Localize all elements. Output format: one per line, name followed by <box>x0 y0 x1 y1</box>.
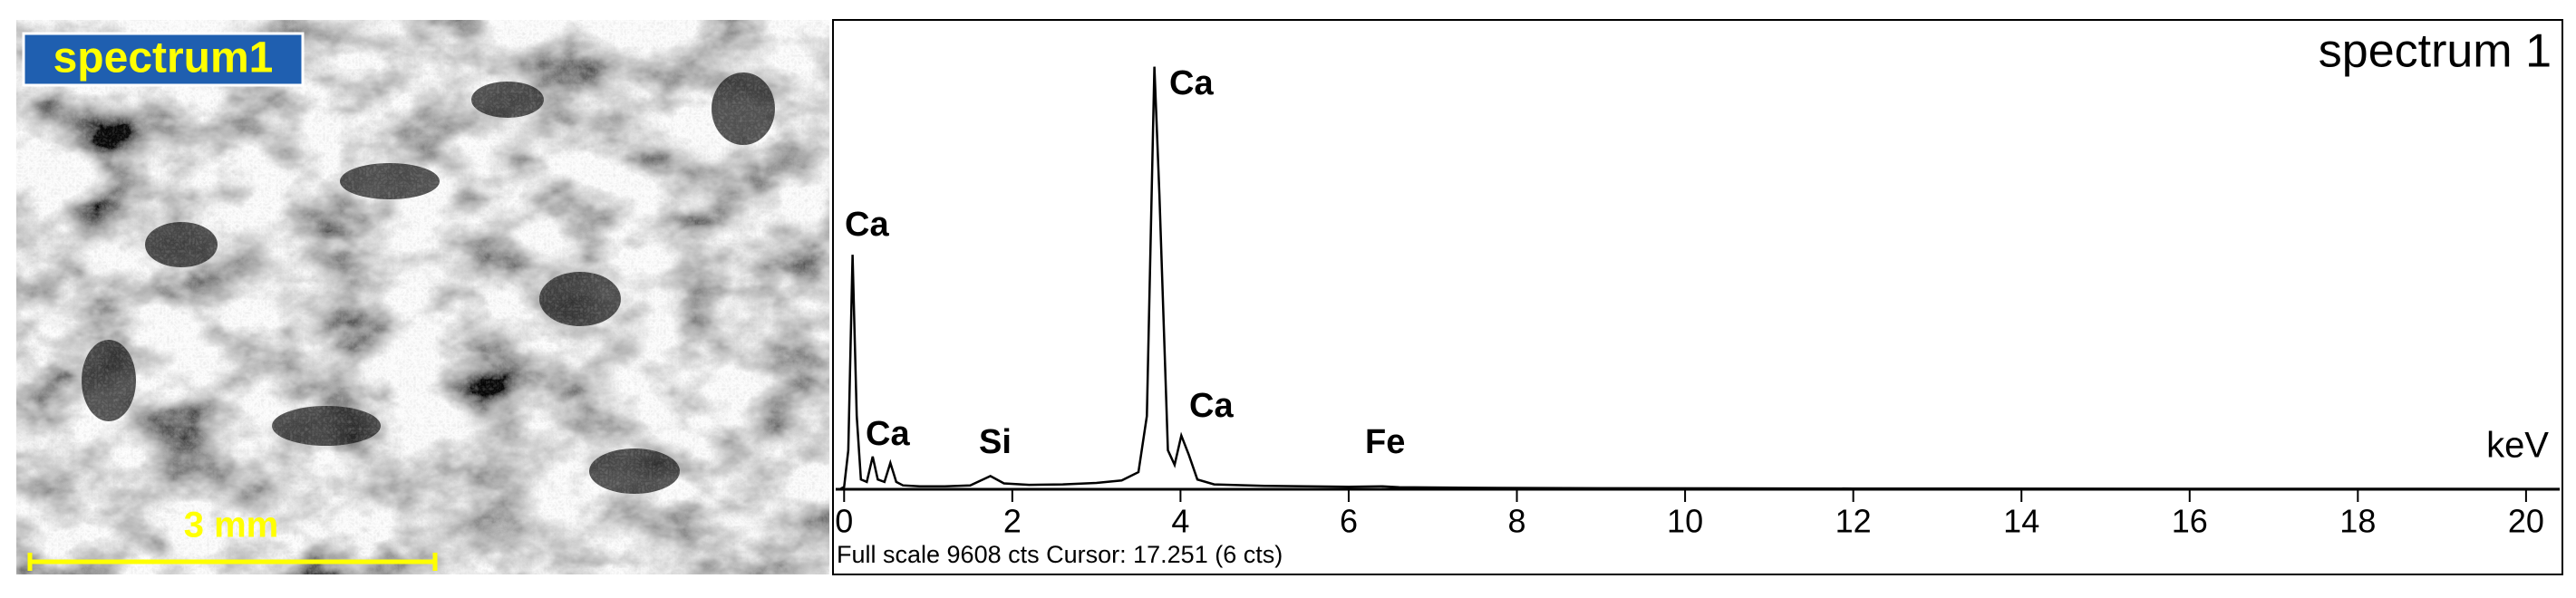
spectrum-panel <box>832 19 2563 575</box>
peak-label: Si <box>979 423 1012 461</box>
peak-label: Ca <box>1189 387 1234 425</box>
x-tick-label: 2 <box>1003 503 1022 540</box>
x-tick-label: 8 <box>1508 503 1526 540</box>
sem-image <box>16 20 829 574</box>
x-tick-label: 6 <box>1340 503 1358 540</box>
peak-label: Ca <box>845 206 889 244</box>
scale-bar-label: 3 mm <box>184 506 279 545</box>
x-tick-label: 14 <box>2003 503 2039 540</box>
chart-title: spectrum 1 <box>2319 25 2552 78</box>
x-tick-label: 16 <box>2172 503 2208 540</box>
peak-label: Fe <box>1365 423 1405 461</box>
peak-label: Ca <box>866 415 910 453</box>
status-footer: Full scale 9608 cts Cursor: 17.251 (6 ct… <box>837 541 1283 568</box>
x-tick-label: 20 <box>2508 503 2544 540</box>
x-axis-label: keV <box>2486 426 2549 466</box>
scale-bar <box>27 553 438 571</box>
x-tick-label: 0 <box>835 503 853 540</box>
peak-label: Ca <box>1169 64 1214 102</box>
image-label: spectrum1 <box>53 34 274 82</box>
x-tick-label: 18 <box>2339 503 2376 540</box>
x-tick-label: 12 <box>1835 503 1872 540</box>
label-box <box>22 32 305 87</box>
x-tick-label: 10 <box>1667 503 1703 540</box>
spectrum-line <box>838 66 2561 491</box>
x-tick-label: 4 <box>1171 503 1189 540</box>
